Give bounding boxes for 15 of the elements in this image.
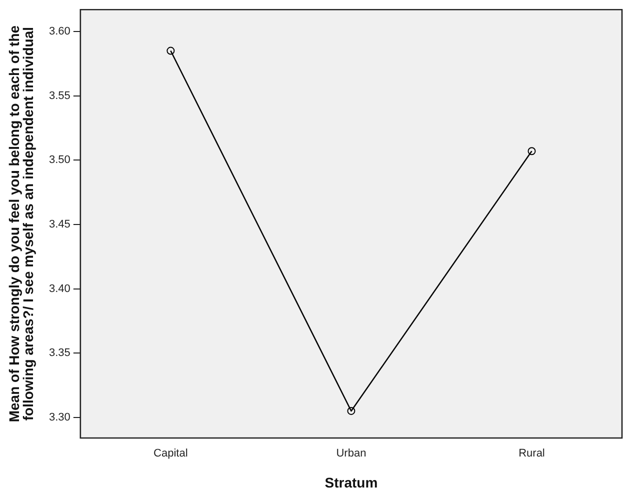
x-tick-label: Urban <box>336 448 366 460</box>
x-tick-label: Capital <box>154 448 188 460</box>
y-tick-label: 3.55 <box>48 90 70 102</box>
y-tick-label: 3.45 <box>48 218 70 230</box>
point <box>347 406 356 415</box>
y-tick-label: 3.35 <box>48 347 70 360</box>
point <box>528 147 536 156</box>
x-tick-label: Rural <box>518 448 545 460</box>
y-tick-label: 3.40 <box>48 282 70 295</box>
point <box>166 46 175 55</box>
y-tick-label: 3.50 <box>48 154 70 166</box>
y-axis-title: Mean of How strongly do you feel you belong to each of the following areas?/ I see myself as an independent individual <box>6 25 36 422</box>
x-axis-title: Stratum <box>324 474 378 490</box>
y-tick-label: 3.60 <box>48 26 70 38</box>
y-tick-label: 3.30 <box>48 411 70 424</box>
